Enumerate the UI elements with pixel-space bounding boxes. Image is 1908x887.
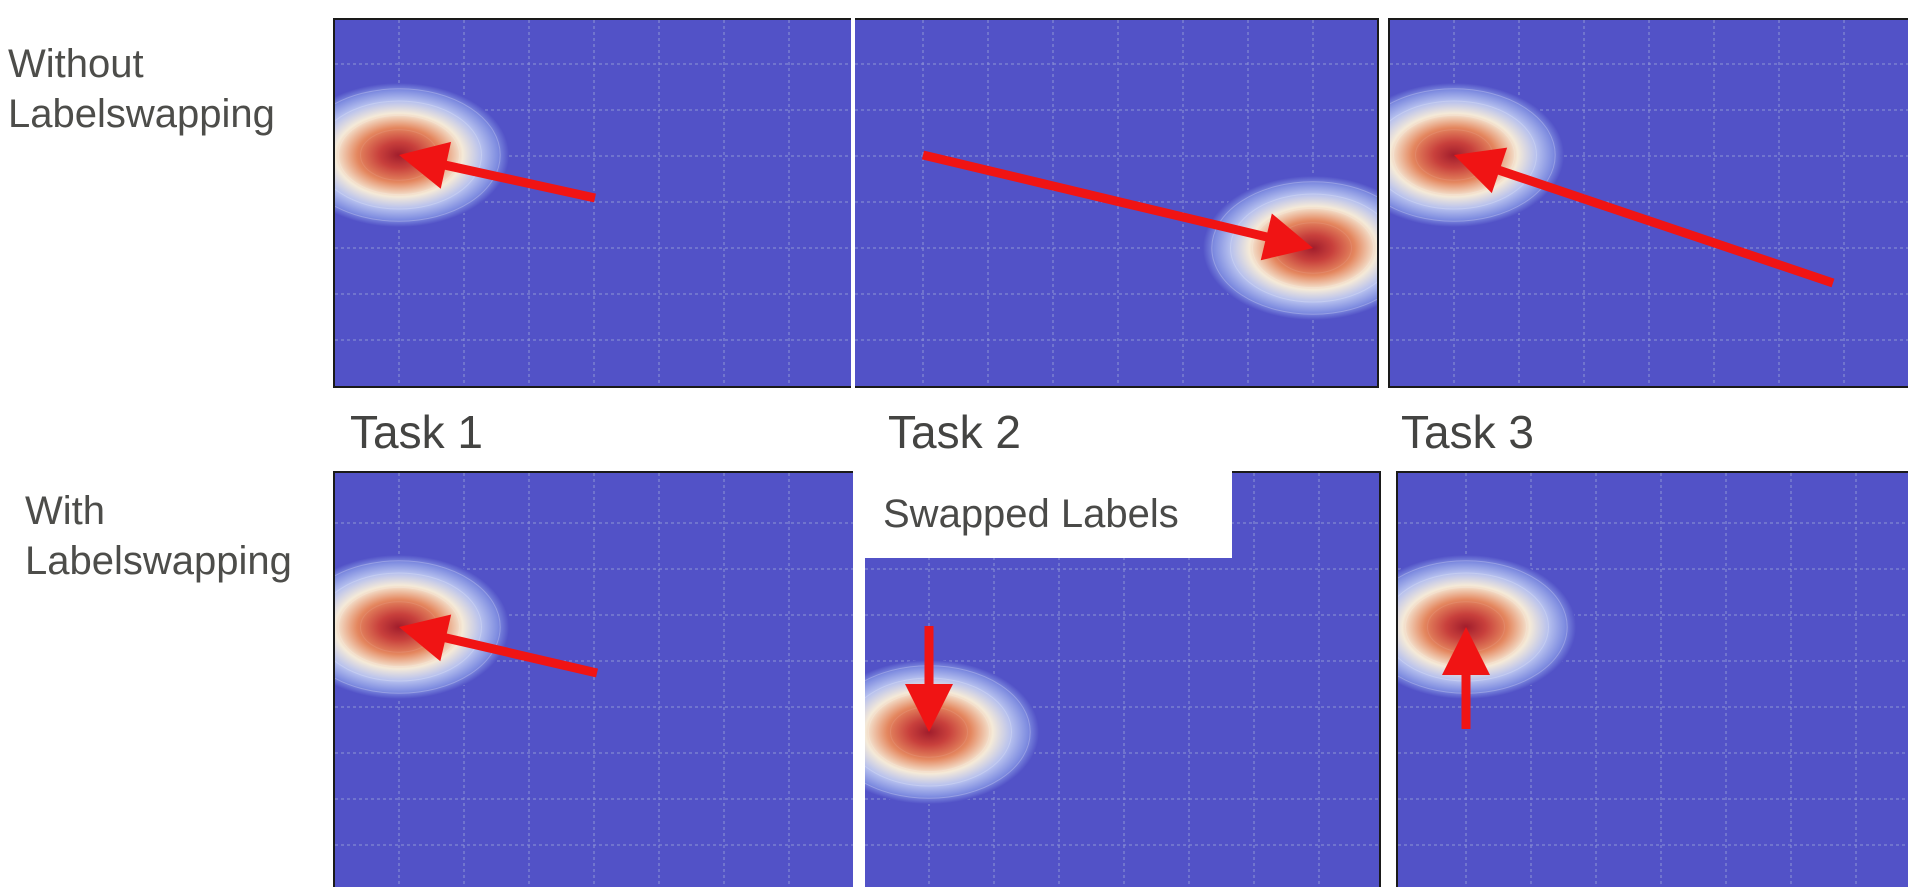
contour-ring — [1230, 193, 1377, 303]
gaussian-blob — [1398, 555, 1576, 699]
contour-ring — [338, 114, 460, 196]
contour-ring — [335, 572, 482, 682]
grid-lines — [335, 473, 853, 887]
contour-ring — [1390, 100, 1537, 210]
panel-plot — [335, 20, 851, 386]
panel-plot — [855, 20, 1377, 386]
contour-ring — [338, 586, 460, 668]
panel-plot — [1398, 473, 1908, 887]
swapped-labels-annotation: Swapped Labels — [862, 470, 1232, 558]
contour-ring — [335, 560, 501, 694]
arrow-head — [1442, 627, 1490, 675]
panel-without-task-2 — [855, 18, 1379, 388]
arrow-head — [905, 684, 953, 732]
panel-with-task-1 — [333, 471, 853, 887]
grid-lines — [1398, 473, 1908, 887]
panel-without-task-3 — [1388, 18, 1908, 388]
panel-with-task-3 — [1396, 471, 1908, 887]
panel-without-task-1 — [333, 18, 851, 388]
contour-ring — [335, 100, 482, 210]
arrow-shaft — [1494, 164, 1835, 288]
contour-ring — [1211, 181, 1377, 315]
task-label-2: Task 2 — [888, 406, 1021, 458]
arrow-shaft — [440, 632, 599, 678]
contour-ring — [1393, 114, 1515, 196]
contour-ring — [335, 88, 501, 222]
panel-plot — [1390, 20, 1908, 386]
task-label-3: Task 3 — [1401, 406, 1534, 458]
arrow-shaft — [921, 150, 1272, 243]
arrow-head — [1260, 213, 1313, 261]
arrow-head — [399, 614, 452, 662]
row-label-with-labelswapping: With Labelswapping — [25, 489, 292, 583]
row-label-without-labelswapping: Without Labelswapping — [8, 42, 275, 136]
contour-ring — [1390, 88, 1556, 222]
gaussian-blob — [865, 660, 1039, 804]
panel-plot — [335, 473, 853, 887]
arrow-shaft — [441, 160, 596, 203]
task-label-1: Task 1 — [350, 406, 483, 458]
arrow-head — [1454, 147, 1508, 194]
arrow-head — [399, 141, 452, 189]
contour-ring — [1252, 207, 1374, 289]
